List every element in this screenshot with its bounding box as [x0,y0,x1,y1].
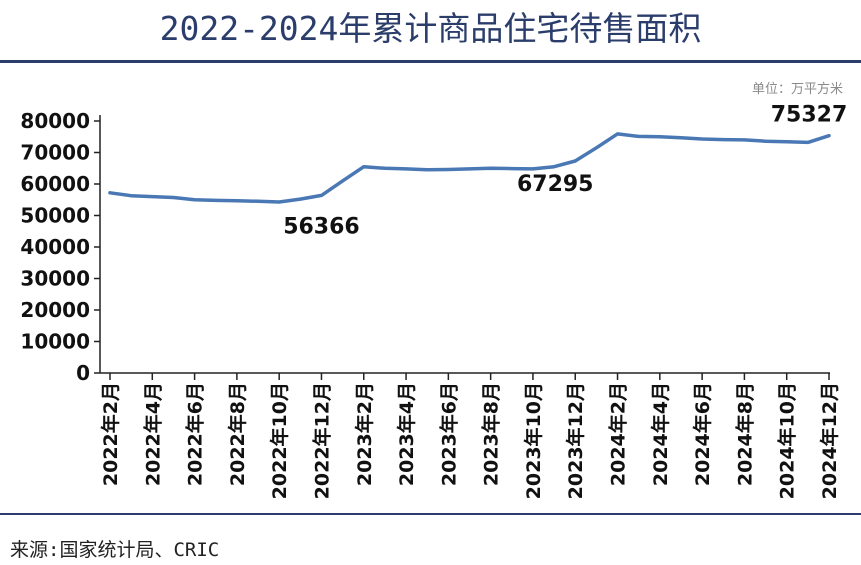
data-point [171,196,175,200]
x-tick-label: 2022年2月 [99,382,122,486]
y-tick-label: 50000 [20,204,90,228]
series-layer [108,132,831,204]
x-tick-label: 2022年8月 [226,382,249,486]
x-tick-label: 2024年2月 [607,382,630,486]
x-tick-label: 2022年12月 [310,382,333,499]
footer-divider [0,513,861,515]
y-tick-label: 60000 [20,172,90,196]
x-tick-label: 2024年6月 [691,382,714,486]
x-tick-label: 2022年4月 [141,382,164,486]
x-tick-label: 2023年8月 [480,382,503,486]
data-point [193,198,197,202]
data-point [806,140,810,144]
x-tick-label: 2022年6月 [184,382,207,486]
data-point [319,193,323,197]
data-point [700,137,704,141]
data-point [425,168,429,172]
data-point [489,166,493,170]
data-point [679,136,683,140]
data-point [531,167,535,171]
data-point [721,138,725,142]
title-divider [0,60,861,63]
y-tick-label: 10000 [20,330,90,354]
data-label: 56366 [283,214,360,239]
x-tick-label: 2024年10月 [776,382,799,499]
data-point [341,179,345,183]
y-axis: 0 10000 20000 30000 40000 50000 60000 70000 8000… [20,109,101,385]
data-point [214,198,218,202]
y-tick-label: 80000 [20,109,90,133]
data-point [129,194,133,198]
data-point [552,165,556,169]
data-point [742,138,746,142]
data-label: 67295 [517,172,594,197]
source-note: 来源:国家统计局、CRIC [10,539,220,561]
data-point [785,140,789,144]
y-tick-label: 20000 [20,298,90,322]
annotation-layer: 56366 67295 75327 [283,103,847,240]
data-point [404,167,408,171]
data-point [468,167,471,171]
x-axis: 2022年2月 2022年4月 2022年6月 2022年8月 2022年10月 2022… [99,372,841,499]
data-point [150,195,154,199]
x-tick-label: 2023年10月 [522,382,545,499]
data-point [658,135,662,139]
data-point [637,134,641,138]
line-chart: 0 10000 20000 30000 40000 50000 60000 70000 8000… [20,103,847,500]
x-tick-label: 2024年12月 [818,382,841,499]
data-point [383,166,387,170]
data-point [277,200,281,204]
x-tick-label: 2022年10月 [268,382,291,499]
data-point [108,191,112,195]
data-point [827,134,831,138]
x-tick-label: 2023年2月 [353,382,376,486]
data-point [594,146,598,150]
data-point [298,197,302,201]
data-point [256,199,260,203]
y-tick-label: 70000 [20,141,90,165]
y-tick-label: 0 [76,361,90,385]
y-tick-label: 30000 [20,267,90,291]
x-tick-label: 2023年6月 [437,382,460,486]
data-point [616,132,620,136]
x-tick-label: 2023年12月 [564,382,587,499]
x-tick-label: 2023年4月 [395,382,418,486]
unit-label: 单位：万平方米 [751,82,843,97]
data-point [510,167,514,171]
x-tick-label: 2024年8月 [733,382,756,486]
data-point [446,168,450,172]
data-label: 75327 [771,103,848,128]
chart-title: 2022-2024年累计商品住宅待售面积 [159,9,702,48]
data-point [764,139,768,143]
y-tick-label: 40000 [20,235,90,259]
data-point [573,159,577,163]
data-point [235,199,239,203]
x-tick-label: 2024年4月 [649,382,672,486]
data-point [362,165,366,169]
